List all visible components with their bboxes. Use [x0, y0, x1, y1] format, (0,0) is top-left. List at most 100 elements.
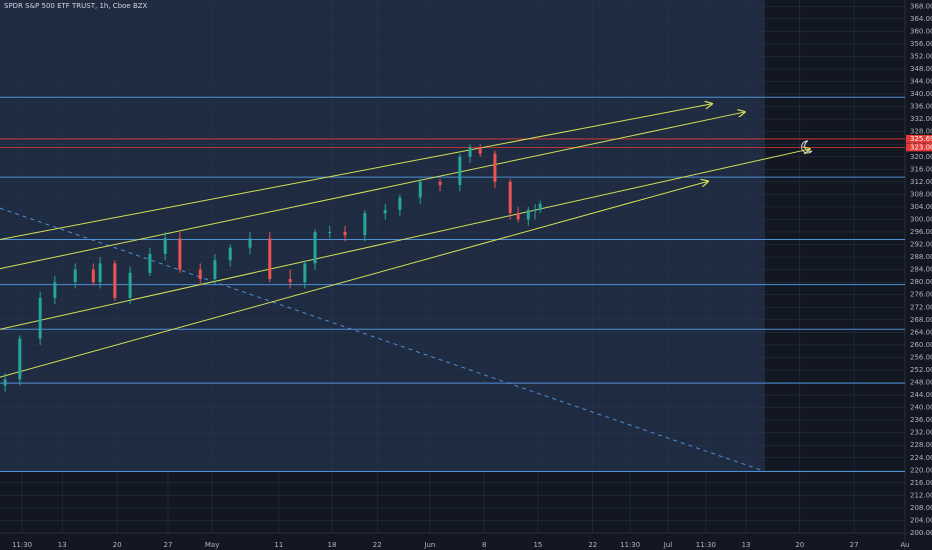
- y-tick-label: 236.00: [910, 416, 932, 424]
- x-tick-label: 15: [533, 541, 542, 549]
- candle-body: [303, 263, 307, 283]
- price-label: 325.69: [910, 135, 932, 143]
- candle-body: [418, 181, 422, 198]
- x-tick-label: 13: [742, 541, 751, 549]
- y-tick-label: 312.00: [910, 178, 932, 186]
- y-tick-label: 292.00: [910, 241, 932, 249]
- y-tick-label: 340.00: [910, 90, 932, 98]
- candle-body: [383, 210, 387, 214]
- y-tick-label: 240.00: [910, 404, 932, 412]
- y-tick-label: 296.00: [910, 228, 932, 236]
- dashed-trend-line: [0, 207, 766, 473]
- candle-body: [288, 279, 292, 283]
- y-tick-label: 360.00: [910, 27, 932, 35]
- candle-body: [516, 213, 520, 220]
- x-tick-label: 20: [113, 541, 122, 549]
- y-tick-label: 216.00: [910, 479, 932, 487]
- y-tick-label: 364.00: [910, 15, 932, 23]
- candle-body: [98, 263, 102, 283]
- y-tick-label: 332.00: [910, 115, 932, 123]
- y-tick-label: 288.00: [910, 253, 932, 261]
- price-label-bg: [906, 143, 932, 152]
- candle-body: [458, 156, 462, 185]
- y-tick-label: 220.00: [910, 466, 932, 474]
- y-tick-label: 204.00: [910, 516, 932, 524]
- y-tick-label: 200.00: [910, 529, 932, 537]
- candle-body: [363, 213, 367, 236]
- y-tick-label: 368.00: [910, 2, 932, 10]
- candle-body: [198, 269, 202, 280]
- y-tick-label: 316.00: [910, 165, 932, 173]
- x-tick-label: 13: [58, 541, 67, 549]
- y-tick-label: 356.00: [910, 40, 932, 48]
- zone-bg: [0, 0, 765, 472]
- y-tick-label: 336.00: [910, 103, 932, 111]
- x-tick-label: 22: [373, 541, 382, 549]
- candle-body: [248, 238, 252, 248]
- candle-body: [438, 181, 442, 185]
- y-tick-label: 232.00: [910, 429, 932, 437]
- candle-body: [493, 153, 497, 182]
- y-tick-label: 344.00: [910, 78, 932, 86]
- y-tick-label: 260.00: [910, 341, 932, 349]
- candle-body: [91, 269, 95, 283]
- x-tick-label: 22: [588, 541, 597, 549]
- candle-body: [228, 247, 232, 261]
- candle-body: [73, 269, 77, 283]
- y-tick-label: 244.00: [910, 391, 932, 399]
- y-tick-label: 224.00: [910, 454, 932, 462]
- x-tick-label: 18: [328, 541, 337, 549]
- candle-body: [268, 238, 272, 280]
- x-tick-label: 27: [850, 541, 859, 549]
- x-tick-label: 20: [795, 541, 804, 549]
- candle-body: [163, 238, 167, 254]
- y-tick-label: 228.00: [910, 441, 932, 449]
- candle-body: [313, 232, 317, 264]
- y-tick-label: 252.00: [910, 366, 932, 374]
- candle-body: [178, 238, 182, 270]
- y-tick-label: 348.00: [910, 65, 932, 73]
- y-tick-label: 256.00: [910, 353, 932, 361]
- y-tick-label: 328.00: [910, 128, 932, 136]
- candle-body: [538, 203, 542, 211]
- x-tick-label: 8: [482, 541, 486, 549]
- candle-body: [53, 282, 57, 298]
- y-tick-label: 276.00: [910, 291, 932, 299]
- candle-body: [148, 253, 152, 273]
- y-tick-label: 248.00: [910, 379, 932, 387]
- candle-body: [343, 232, 347, 236]
- x-tick-label: May: [205, 541, 219, 549]
- candle-body: [213, 260, 217, 280]
- candle-body: [18, 338, 22, 380]
- candle-body: [113, 263, 117, 298]
- y-tick-label: 264.00: [910, 328, 932, 336]
- price-label: 323.00: [910, 143, 932, 151]
- trend-line: [0, 104, 712, 241]
- y-tick-label: 284.00: [910, 266, 932, 274]
- price-label-bg: [906, 134, 932, 143]
- candle-body: [128, 272, 132, 298]
- trend-line: [0, 149, 810, 330]
- chart-title: SPDR S&P 500 ETF TRUST, 1h, Cboe BZX: [4, 2, 148, 10]
- x-tick-label: 11: [274, 541, 283, 549]
- x-tick-label: Jun: [423, 541, 435, 549]
- trend-line: [0, 181, 708, 378]
- candle-body: [38, 297, 42, 339]
- x-tick-label: Jul: [663, 541, 673, 549]
- x-tick-label: 11:30: [696, 541, 716, 549]
- y-tick-label: 300.00: [910, 215, 932, 223]
- x-tick-label: 27: [164, 541, 173, 549]
- trend-line: [0, 112, 745, 270]
- candle-body: [508, 181, 512, 214]
- y-tick-label: 304.00: [910, 203, 932, 211]
- y-tick-label: 308.00: [910, 190, 932, 198]
- candle-body: [3, 379, 7, 386]
- y-tick-label: 280.00: [910, 278, 932, 286]
- candle-body: [328, 232, 332, 234]
- y-tick-label: 208.00: [910, 504, 932, 512]
- candle-body: [526, 210, 530, 220]
- x-tick-label: 11:30: [620, 541, 640, 549]
- candle-body: [468, 147, 472, 157]
